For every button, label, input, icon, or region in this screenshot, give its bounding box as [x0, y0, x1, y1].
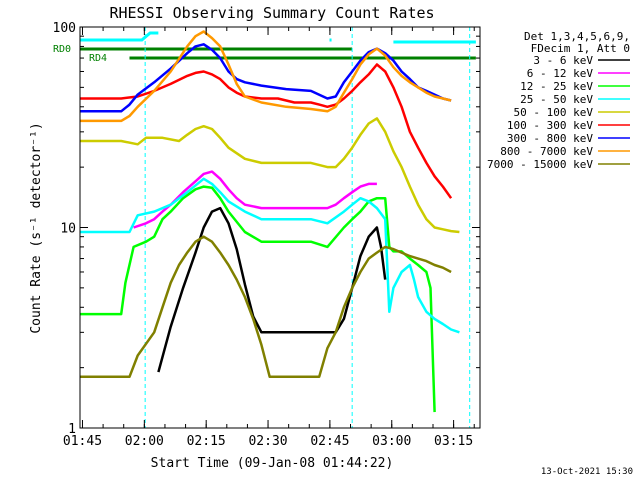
annotation-rd4: RD4 — [89, 53, 107, 64]
legend-label-4: 25 - 50 keV — [520, 93, 593, 106]
plot-area: RD0 RD4 — [53, 27, 476, 428]
legend-label-1: 3 - 6 keV — [533, 54, 593, 67]
series-line-4 — [80, 177, 460, 334]
y-tick-label: 100 — [53, 21, 76, 36]
x-tick-label: 03:00 — [372, 434, 411, 449]
x-tick-label: 02:30 — [248, 434, 287, 449]
y-tick-label: 1 — [68, 422, 76, 437]
chart-title: RHESSI Observing Summary Count Rates — [109, 4, 434, 22]
footer-date: 13-Oct-2021 15:30 — [541, 467, 633, 477]
series-line-7 — [80, 43, 452, 113]
legend-label-5: 50 - 100 keV — [514, 106, 594, 119]
x-axis-label: Start Time (09-Jan-08 01:44:22) — [151, 456, 394, 471]
x-tick-label: 02:15 — [187, 434, 226, 449]
series-line-5 — [80, 117, 460, 234]
series-line-6 — [80, 63, 453, 199]
series-line-3 — [80, 185, 436, 413]
legend-header-line: Det 1,3,4,5,6,9, — [524, 30, 630, 43]
series-line-8 — [80, 30, 452, 123]
x-tick-label: 03:15 — [434, 434, 473, 449]
legend-header-line: FDecim 1, Att 0 — [531, 42, 630, 55]
y-axis-label: Count Rate (s⁻¹ detector⁻¹) — [29, 122, 44, 333]
legend-label-2: 6 - 12 keV — [527, 67, 594, 80]
legend-label-3: 12 - 25 keV — [520, 80, 593, 93]
legend-label-9: 7000 - 15000 keV — [487, 158, 593, 171]
x-tick-label: 02:00 — [125, 434, 164, 449]
series-line-2 — [133, 170, 377, 229]
x-tick-label: 02:45 — [310, 434, 349, 449]
annotation-rd0: RD0 — [53, 44, 71, 55]
axes: 01:45 02:00 02:15 02:30 02:45 03:00 03:15 1 10 10… — [53, 21, 481, 449]
legend-label-8: 800 - 7000 keV — [500, 145, 593, 158]
series-line-9 — [80, 235, 452, 379]
legend-label-6: 100 - 300 keV — [507, 119, 593, 132]
legend: Det 1,3,4,5,6,9,FDecim 1, Att 03 - 6 keV… — [487, 30, 630, 171]
legend-label-7: 300 - 800 keV — [507, 132, 593, 145]
y-tick-label: 10 — [60, 222, 76, 237]
state-line-cyan — [80, 31, 159, 42]
x-tick-label: 01:45 — [63, 434, 102, 449]
